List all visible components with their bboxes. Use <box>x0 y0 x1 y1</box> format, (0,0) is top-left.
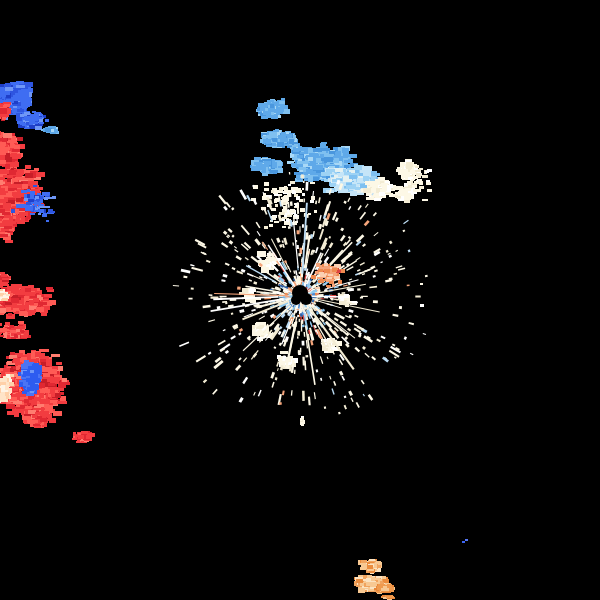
radar-echo-canvas <box>0 0 600 600</box>
radar-viewport <box>0 0 600 600</box>
